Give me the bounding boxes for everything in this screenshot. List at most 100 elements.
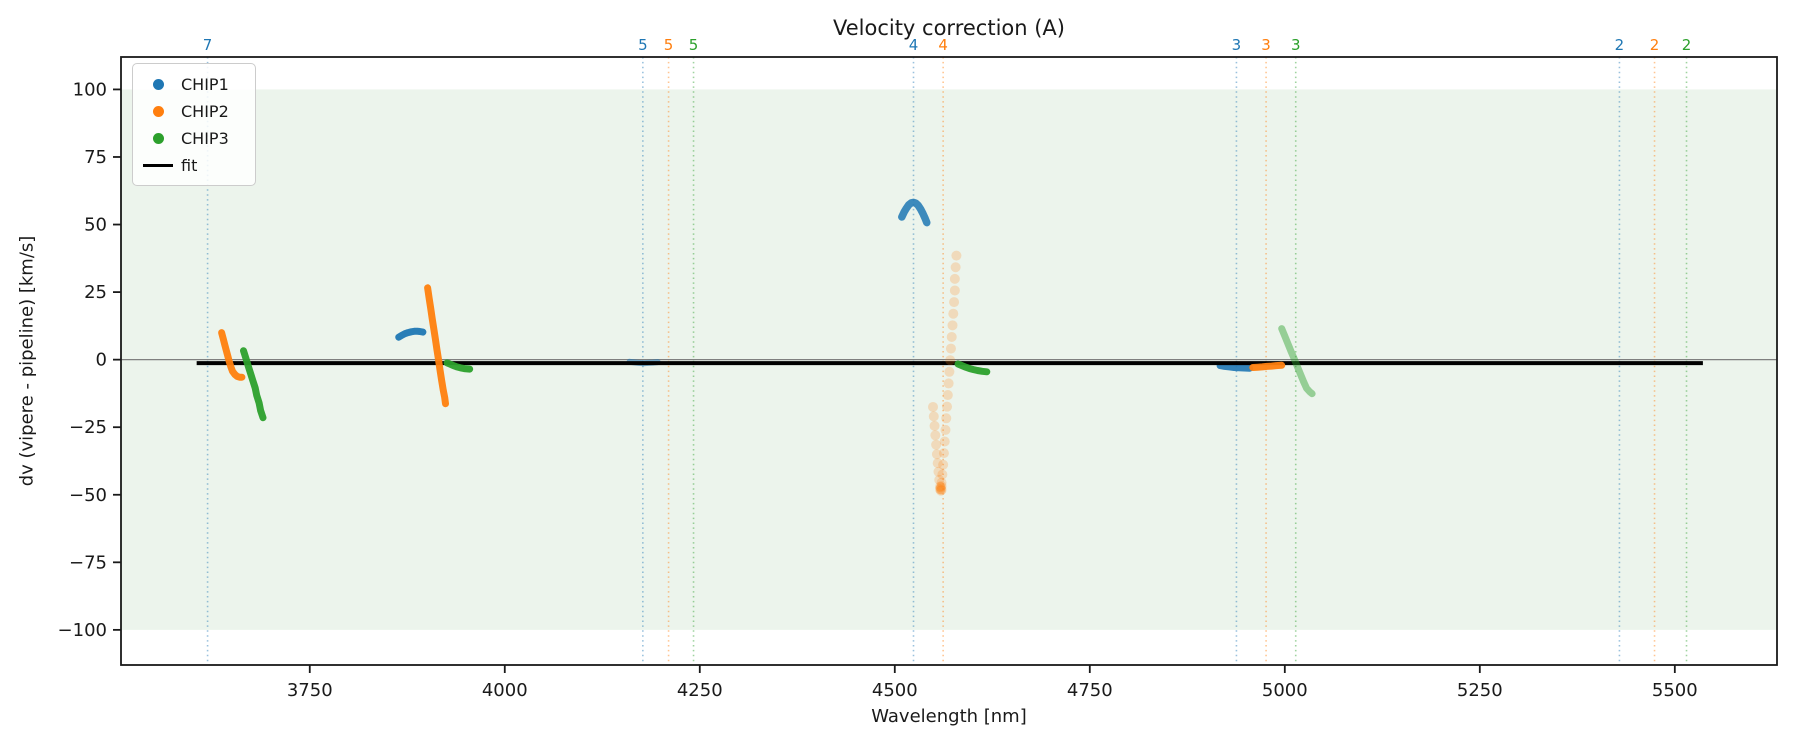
axes-spines [120,56,1778,666]
series-dot-icon [143,133,173,144]
order-label: 4 [909,36,919,54]
legend-item-chip2: CHIP2 [143,98,245,125]
legend-item-chip1: CHIP1 [143,71,245,98]
legend-item-chip3: CHIP3 [143,125,245,152]
x-tick-label: 5000 [1262,680,1308,701]
data-dot [928,411,939,422]
legend-item-label: CHIP2 [181,102,229,121]
data-dot [938,459,949,470]
data-streak [240,347,267,422]
data-dot [935,483,946,494]
data-streak [1249,361,1286,371]
data-dot [929,420,940,431]
data-dot [938,448,949,459]
legend-marker-shape [152,79,164,90]
order-label: 7 [203,36,213,54]
y-tick-label: 25 [84,282,107,303]
data-dot [935,481,946,492]
data-dot [931,449,942,460]
y-tick-label: −75 [69,552,107,573]
y-axis-ticks: −100 −75 −50 −25 0 25 50 75 100 [58,79,121,641]
data-dot [934,474,945,485]
x-tick-label: 4000 [482,680,528,701]
data-streak [1216,362,1254,372]
y-tick-label: 75 [84,147,107,168]
data-dot [945,355,956,366]
data-streak [395,327,427,341]
data-dot [947,320,958,331]
data-dot [940,424,951,435]
data-dot [941,413,952,424]
data-streak [424,284,449,408]
legend: CHIP1 CHIP2 CHIP3 fit [132,63,256,186]
fit-line-icon [143,164,173,167]
data-dot [943,378,954,389]
x-tick-label: 3750 [287,680,333,701]
order-label: 2 [1615,36,1625,54]
data-streak [443,359,474,373]
data-dot [948,308,959,319]
y-tick-label: −25 [69,417,107,438]
data-streak [1278,325,1316,398]
data-dot [945,343,956,354]
data-dot [949,297,960,308]
x-tick-label: 4500 [872,680,918,701]
data-streak [954,360,991,376]
data-dot [942,390,953,401]
chart-title: Velocity correction (A) [832,16,1065,40]
series-chip3 [240,325,1316,422]
data-dot [935,485,946,496]
data-dot [944,366,955,377]
series-dot-icon [143,79,173,90]
order-label: 3 [1291,36,1301,54]
order-label: 5 [638,36,648,54]
series-dot-icon [143,106,173,117]
data-dot [931,439,942,450]
x-tick-label: 5500 [1652,680,1698,701]
data-dot [951,250,962,261]
data-dot [928,401,939,412]
x-axis-ticks: 3750 4000 4250 4500 4750 5000 5250 5500 [287,665,1698,701]
data-dot [935,482,946,493]
data-dot [933,466,944,477]
data-dot [946,331,957,342]
data-dot [949,273,960,284]
legend-marker-shape [152,133,164,144]
order-label: 2 [1682,36,1692,54]
legend-item-label: fit [181,156,198,175]
legend-item-fit: fit [143,152,245,179]
y-tick-label: −50 [69,485,107,506]
data-dot [936,477,947,488]
data-dot [937,469,948,480]
legend-item-label: CHIP1 [181,75,229,94]
data-dot [932,458,943,469]
data-dot [936,481,947,492]
data-dot [939,436,950,447]
y-tick-label: −100 [58,620,107,641]
series-chip2 [218,250,1286,496]
order-label: 4 [938,36,948,54]
legend-marker-shape [143,164,173,167]
y-tick-label: 0 [96,350,107,371]
data-dot [942,401,953,412]
x-tick-label: 5250 [1457,680,1503,701]
legend-marker-shape [152,106,164,117]
x-tick-label: 4250 [677,680,723,701]
order-label: 5 [689,36,699,54]
data-streak [898,198,931,227]
data-dot [949,285,960,296]
order-label: 3 [1232,36,1242,54]
order-label: 5 [664,36,674,54]
order-label: 2 [1650,36,1660,54]
data-dot [930,430,941,441]
data-streak [218,329,246,381]
x-tick-label: 4750 [1067,680,1113,701]
data-dot [935,484,946,495]
order-label: 3 [1261,36,1271,54]
data-dot [950,262,961,273]
y-tick-label: 100 [73,79,107,100]
data-dot [936,484,947,495]
